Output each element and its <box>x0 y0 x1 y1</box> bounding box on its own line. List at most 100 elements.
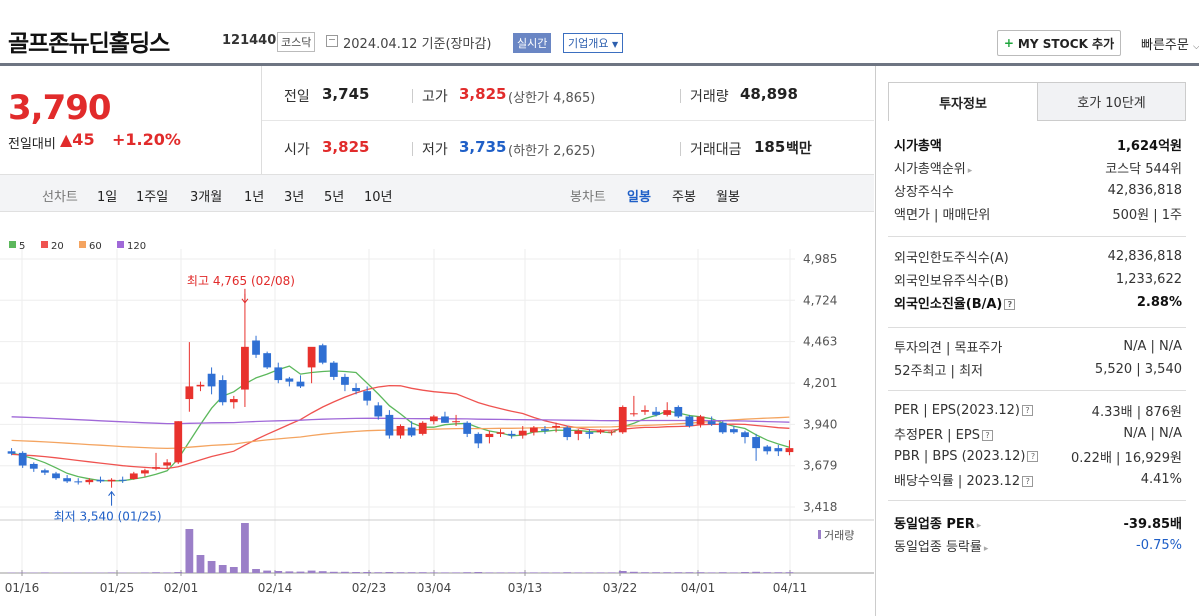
low-value: 3,735 <box>459 138 507 156</box>
candle-body <box>696 416 705 425</box>
candle-monthly[interactable]: 월봉 <box>716 190 740 205</box>
info-value: N/A | N/A <box>1123 425 1182 441</box>
x-tick-label: 04/11 <box>773 581 808 595</box>
tab-order-book[interactable]: 호가 10단계 <box>1037 82 1186 121</box>
candle-body <box>763 446 772 452</box>
candle-body <box>785 448 794 453</box>
candle-body <box>129 473 138 479</box>
volume-bar <box>585 572 594 573</box>
info-value: -0.75% <box>1136 537 1182 553</box>
info-value: 코스닥 544위 <box>1105 161 1182 177</box>
open-label: 시가 <box>284 142 310 158</box>
info-key: 투자의견 | 목표주가 <box>894 340 1003 356</box>
chevron-right-icon[interactable]: ▸ <box>967 165 973 176</box>
volume-bar <box>674 572 683 573</box>
quick-order-button[interactable]: 빠른주문 ⌵ <box>1141 34 1199 53</box>
volume-bar <box>163 572 172 573</box>
candle-body <box>396 425 405 436</box>
period-3y[interactable]: 3년 <box>284 190 305 205</box>
period-10y[interactable]: 10년 <box>364 190 393 205</box>
candle-body <box>163 462 172 466</box>
info-row: 투자의견 | 목표주가 N/A | N/A <box>894 335 1182 357</box>
info-key: 시가총액 <box>894 138 942 154</box>
company-overview-button[interactable]: 기업개요 ▼ <box>563 33 624 53</box>
volume-bar <box>363 572 372 573</box>
help-icon[interactable]: ? <box>1021 404 1033 416</box>
volume-bar <box>507 572 516 573</box>
high-label: 고가 <box>422 89 448 105</box>
candle-body <box>107 479 116 482</box>
volume-bar <box>652 572 660 573</box>
volume-bar <box>607 572 616 573</box>
add-mystock-button[interactable]: + MY STOCK 추가 <box>997 30 1121 56</box>
volume-bar <box>207 561 216 573</box>
candle-body <box>674 406 683 417</box>
volume-bar <box>685 572 694 573</box>
chevron-right-icon[interactable]: ▸ <box>976 520 982 531</box>
overview-label: 기업개요 <box>568 37 609 50</box>
help-icon[interactable]: ? <box>1022 475 1034 487</box>
info-divider <box>888 390 1186 391</box>
high-arrow-head <box>241 298 249 304</box>
info-key: 외국인소진율(B/A)? <box>894 293 1016 312</box>
help-icon[interactable]: ? <box>981 429 993 441</box>
x-tick-label: 01/16 <box>5 581 40 595</box>
period-1w[interactable]: 1주일 <box>136 190 169 205</box>
open-value: 3,825 <box>322 138 370 156</box>
legend-label: 60 <box>89 241 102 252</box>
divider <box>680 142 681 156</box>
period-3m[interactable]: 3개월 <box>190 190 223 205</box>
candle-body <box>585 432 594 434</box>
candle-body <box>63 478 72 482</box>
volume-bar <box>785 572 794 573</box>
candle-body <box>618 406 627 433</box>
candle-body <box>407 427 416 436</box>
info-key: 액면가 | 매매단위 <box>894 207 991 223</box>
candles <box>7 293 794 488</box>
x-tick-label: 03/13 <box>508 581 543 595</box>
candle-body <box>85 479 94 483</box>
volume-bar <box>274 571 283 573</box>
candle-body <box>285 378 294 382</box>
volume-bar <box>485 572 494 573</box>
candle-daily[interactable]: 일봉 <box>627 190 651 205</box>
axis-labels: 5 20 60 120 4,985 4,724 4,463 4,201 3,940 3,679 3,… <box>5 241 854 595</box>
volume-bar <box>318 571 327 573</box>
info-key: 외국인보유주식수(B) <box>894 273 1009 289</box>
candle-body <box>518 430 527 436</box>
y-tick-label: 4,201 <box>803 376 837 390</box>
legend-label: 5 <box>19 241 25 252</box>
info-key: 동일업종 등락률 ▸ <box>894 539 989 555</box>
diff-percent: +1.20% <box>112 130 181 149</box>
period-5y[interactable]: 5년 <box>324 190 345 205</box>
candle-body <box>463 422 472 434</box>
current-price: 3,790 <box>8 88 112 128</box>
candle-body <box>207 373 216 387</box>
period-1y[interactable]: 1년 <box>244 190 265 205</box>
candle-body <box>152 467 160 469</box>
info-row: 배당수익률 | 2023.12? 4.41% <box>894 468 1182 490</box>
candle-body <box>629 413 638 415</box>
volume-bar <box>718 572 727 573</box>
tab-investment-info[interactable]: 투자정보 <box>888 82 1038 121</box>
ma120-line <box>11 416 790 425</box>
info-value: 1,624억원 <box>1116 138 1182 154</box>
info-value: -39.85배 <box>1123 516 1182 532</box>
period-1d[interactable]: 1일 <box>97 190 118 205</box>
candle-body <box>96 479 105 482</box>
help-icon[interactable]: ? <box>1004 298 1016 310</box>
mystock-label: MY STOCK 추가 <box>1017 36 1115 51</box>
chevron-right-icon[interactable]: ▸ <box>983 543 989 554</box>
help-icon[interactable]: ? <box>1027 450 1039 462</box>
y-tick-label: 4,724 <box>803 293 837 307</box>
realtime-button[interactable]: 실시간 <box>513 33 552 53</box>
info-divider <box>888 327 1186 328</box>
volume-bar <box>196 555 205 573</box>
diff-label: 전일대비 <box>8 137 56 152</box>
info-key: 상장주식수 <box>894 184 954 200</box>
candle-weekly[interactable]: 주봉 <box>672 190 696 205</box>
info-value: N/A | N/A <box>1123 338 1182 354</box>
candle-body <box>552 425 560 428</box>
candle-body <box>274 367 283 381</box>
volume-bar <box>629 571 638 573</box>
